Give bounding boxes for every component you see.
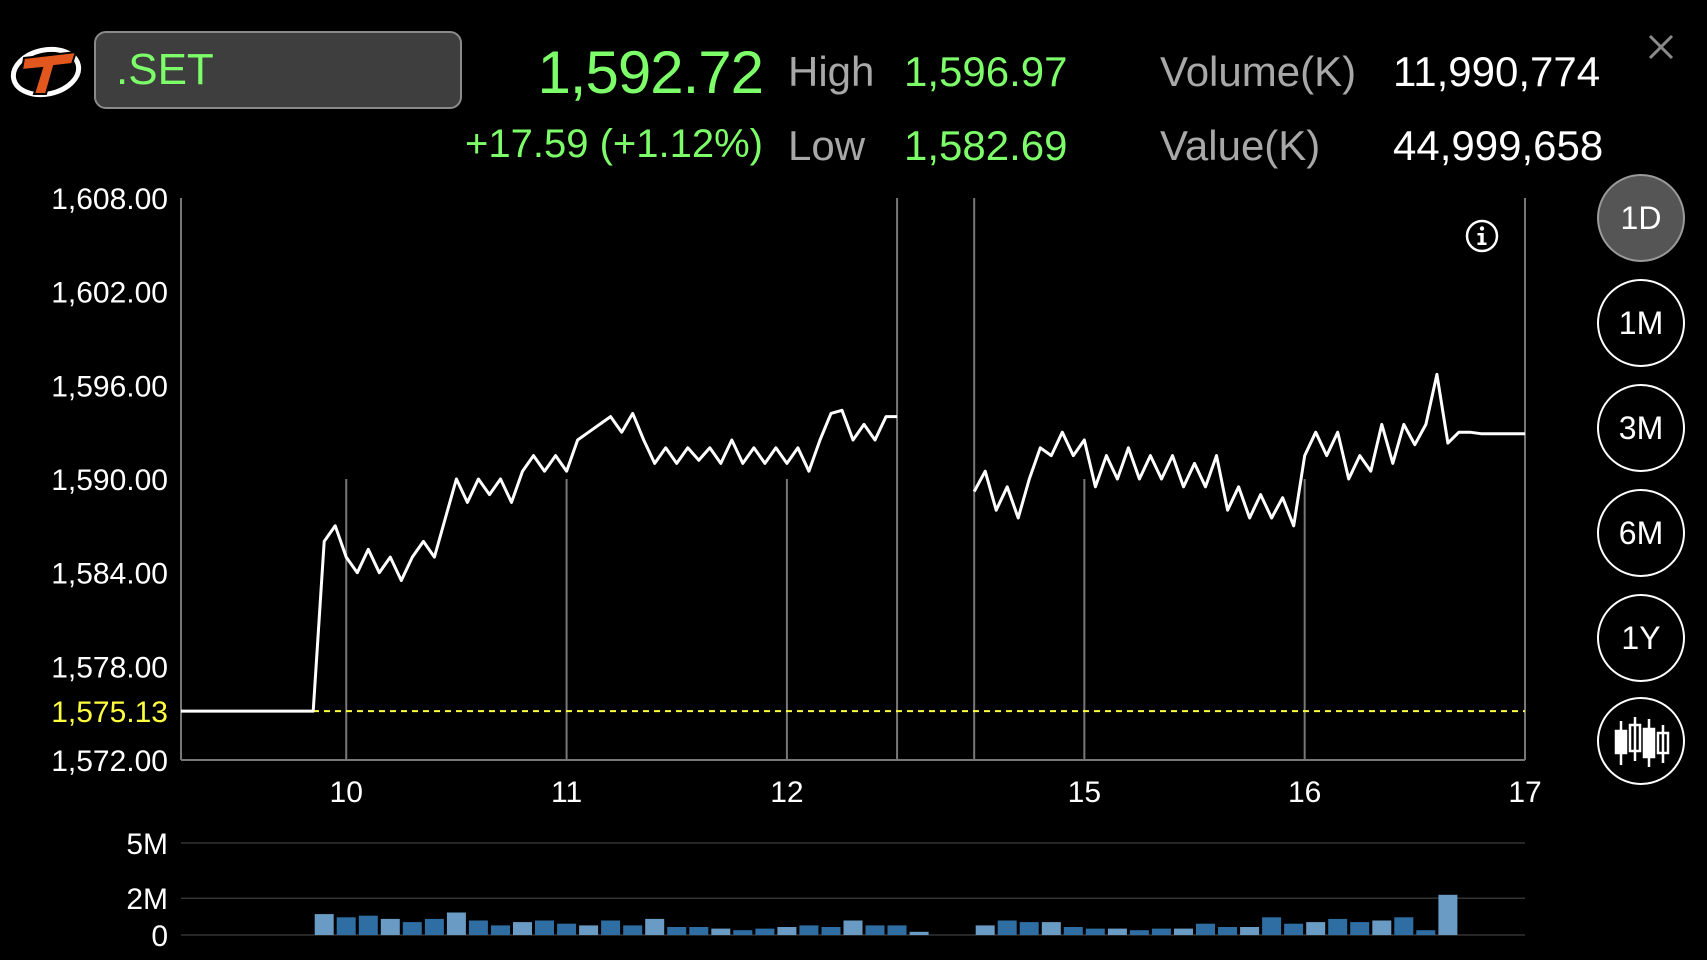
- last-price: 1,592.72: [537, 39, 764, 106]
- period-button-3m[interactable]: 3M: [1597, 384, 1685, 472]
- volume-tick-label: 2M: [126, 883, 168, 916]
- value-label: Value(K): [1160, 122, 1321, 169]
- volume-bar: [777, 927, 797, 935]
- low-value: 1,582.69: [904, 122, 1068, 169]
- period-button-6m[interactable]: 6M: [1597, 489, 1685, 577]
- volume-bar: [821, 927, 841, 935]
- volume-bar: [1416, 930, 1436, 935]
- close-icon[interactable]: [1640, 26, 1682, 68]
- volume-bar: [468, 920, 488, 935]
- volume-bar: [623, 925, 643, 935]
- volume-bar: [1174, 928, 1193, 935]
- volume-bar: [314, 914, 334, 935]
- low-label: Low: [788, 122, 866, 169]
- y-tick-label: 1,572.00: [51, 745, 168, 778]
- y-tick-label: 1,590.00: [51, 464, 168, 497]
- volume-bar: [887, 925, 907, 935]
- y-tick-label: 1,602.00: [51, 277, 168, 310]
- volume-bar: [446, 912, 466, 935]
- volume-bar: [1218, 927, 1237, 935]
- value-value: 44,999,658: [1393, 122, 1604, 169]
- volume-bar: [1240, 927, 1260, 935]
- volume-bar: [645, 918, 665, 935]
- volume-bar: [491, 925, 510, 935]
- period-button-1y[interactable]: 1Y: [1597, 594, 1685, 682]
- volume-bar: [402, 922, 422, 935]
- price-change: +17.59 (+1.12%): [465, 122, 763, 166]
- x-tick-label: 15: [1068, 776, 1101, 809]
- volume-bar: [1438, 894, 1458, 935]
- volume-bar: [1350, 922, 1370, 935]
- volume-bar: [1394, 917, 1414, 935]
- volume-bar: [1019, 922, 1039, 935]
- y-tick-label: 1,608.00: [51, 183, 168, 216]
- volume-bar: [755, 928, 775, 935]
- x-tick-label: 10: [330, 776, 363, 809]
- brand-logo-icon: [10, 46, 82, 98]
- y-tick-label: 1,596.00: [51, 370, 168, 403]
- volume-bar: [513, 922, 532, 935]
- y-tick-label: 1,578.00: [51, 651, 168, 684]
- volume-bar: [1063, 927, 1083, 935]
- volume-bar: [733, 930, 753, 935]
- volume-bar: [358, 915, 378, 935]
- volume-bar: [865, 925, 885, 935]
- info-icon[interactable]: [1464, 218, 1500, 254]
- volume-bar: [909, 931, 929, 935]
- volume-bar: [975, 925, 995, 935]
- volume-bar: [997, 920, 1017, 935]
- volume-bar: [1196, 923, 1215, 935]
- high-value: 1,596.97: [904, 48, 1068, 95]
- symbol-input[interactable]: .SET: [94, 31, 462, 109]
- volume-bar: [843, 920, 863, 935]
- volume-bar: [1372, 920, 1392, 935]
- x-tick-label: 11: [551, 776, 582, 809]
- x-tick-label: 12: [770, 776, 803, 809]
- y-tick-label: 1,584.00: [51, 558, 168, 591]
- volume-bar: [1262, 917, 1282, 935]
- volume-tick-label: 0: [151, 920, 168, 953]
- volume-bar: [424, 918, 444, 935]
- volume-bar: [601, 920, 621, 935]
- price-line: [181, 408, 898, 713]
- volume-bar: [535, 920, 554, 935]
- volume-value: 11,990,774: [1393, 48, 1601, 95]
- period-button-1m[interactable]: 1M: [1597, 279, 1685, 367]
- x-tick-label: 16: [1288, 776, 1321, 809]
- volume-bar: [557, 923, 577, 935]
- period-button-1d[interactable]: 1D: [1597, 174, 1685, 262]
- volume-bar: [667, 927, 687, 935]
- price-line: [972, 372, 1525, 528]
- volume-bar: [711, 928, 731, 935]
- volume-bar: [689, 927, 709, 935]
- volume-bar: [1107, 928, 1127, 935]
- volume-bar: [380, 918, 400, 935]
- previous-close-label: 1,575.13: [51, 696, 168, 729]
- volume-bar: [1041, 922, 1061, 935]
- volume-bar: [1306, 922, 1326, 935]
- volume-label: Volume(K): [1160, 48, 1357, 95]
- volume-bar: [336, 917, 356, 935]
- candlestick-icon: [1614, 717, 1670, 767]
- x-tick-label: 17: [1508, 776, 1541, 809]
- high-label: High: [788, 48, 875, 95]
- volume-bar: [1151, 928, 1171, 935]
- candlestick-toggle-button[interactable]: [1597, 697, 1685, 785]
- volume-bar: [1328, 918, 1348, 935]
- volume-bar: [799, 925, 819, 935]
- volume-bar: [1085, 928, 1105, 935]
- volume-bar: [579, 925, 599, 935]
- volume-bar: [1129, 930, 1149, 935]
- volume-tick-label: 5M: [126, 828, 168, 861]
- volume-bar: [1284, 923, 1304, 935]
